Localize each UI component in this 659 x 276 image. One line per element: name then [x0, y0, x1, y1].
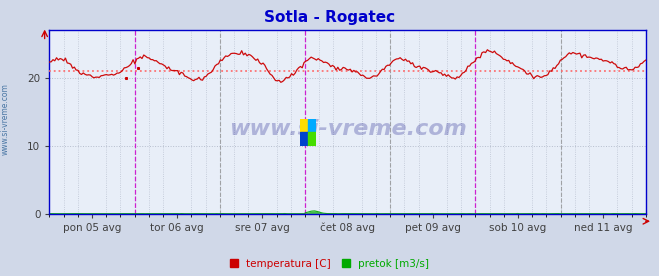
Bar — [300, 132, 308, 146]
Legend: temperatura [C], pretok [m3/s]: temperatura [C], pretok [m3/s] — [227, 257, 432, 271]
Text: www.si-vreme.com: www.si-vreme.com — [1, 83, 10, 155]
Bar — [308, 119, 316, 132]
Text: Sotla - Rogatec: Sotla - Rogatec — [264, 10, 395, 25]
Bar — [308, 132, 316, 146]
Text: www.si-vreme.com: www.si-vreme.com — [229, 120, 467, 139]
Bar — [300, 119, 308, 132]
